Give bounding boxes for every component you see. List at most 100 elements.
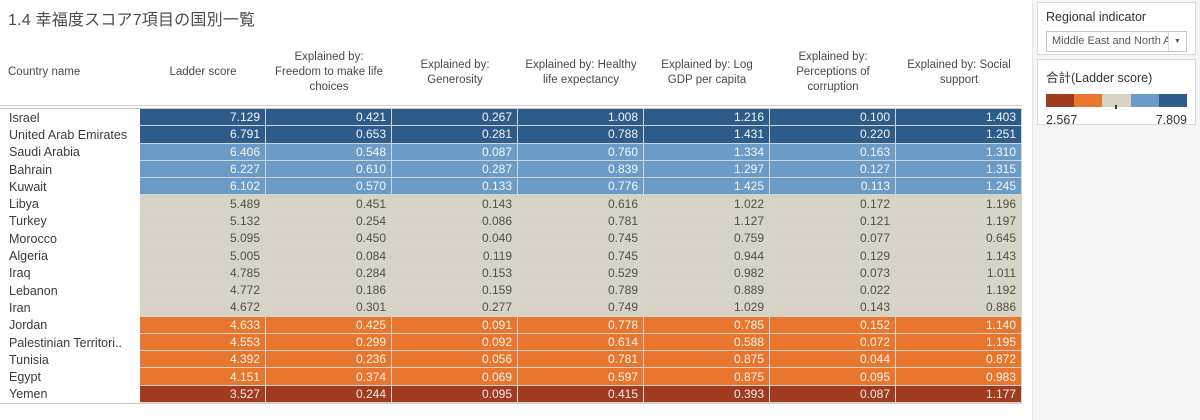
value-cell[interactable]: 0.084 <box>266 247 392 265</box>
value-cell[interactable]: 0.745 <box>518 247 644 265</box>
value-cell[interactable]: 0.875 <box>644 368 770 386</box>
value-cell[interactable]: 0.056 <box>392 351 518 369</box>
value-cell[interactable]: 1.245 <box>896 178 1022 196</box>
country-cell[interactable]: Israel <box>0 109 140 127</box>
value-cell[interactable]: 4.772 <box>140 281 266 300</box>
value-cell[interactable]: 0.220 <box>770 126 896 144</box>
value-cell[interactable]: 0.374 <box>266 368 392 386</box>
column-header[interactable]: Explained by: Freedom to make life choic… <box>274 51 383 93</box>
value-cell[interactable]: 0.614 <box>518 333 644 352</box>
column-header[interactable]: Explained by: Perceptions of corruption <box>796 51 870 93</box>
country-cell[interactable]: United Arab Emirates <box>0 126 140 144</box>
value-cell[interactable]: 1.029 <box>644 299 770 317</box>
value-cell[interactable]: 0.781 <box>518 351 644 369</box>
country-cell[interactable]: Lebanon <box>0 281 140 300</box>
value-cell[interactable]: 7.129 <box>140 109 266 127</box>
country-cell[interactable]: Saudi Arabia <box>0 143 140 161</box>
value-cell[interactable]: 5.095 <box>140 230 266 248</box>
value-cell[interactable]: 0.393 <box>644 385 770 404</box>
value-cell[interactable]: 5.132 <box>140 212 266 231</box>
country-cell[interactable]: Bahrain <box>0 160 140 179</box>
value-cell[interactable]: 1.310 <box>896 143 1022 161</box>
value-cell[interactable]: 0.172 <box>770 195 896 213</box>
value-cell[interactable]: 0.839 <box>518 160 644 179</box>
value-cell[interactable]: 0.570 <box>266 178 392 196</box>
country-cell[interactable]: Tunisia <box>0 351 140 369</box>
value-cell[interactable]: 0.069 <box>392 368 518 386</box>
value-cell[interactable]: 0.129 <box>770 247 896 265</box>
value-cell[interactable]: 0.944 <box>644 247 770 265</box>
country-cell[interactable]: Egypt <box>0 368 140 386</box>
value-cell[interactable]: 0.872 <box>896 351 1022 369</box>
value-cell[interactable]: 0.983 <box>896 368 1022 386</box>
value-cell[interactable]: 6.791 <box>140 126 266 144</box>
value-cell[interactable]: 0.163 <box>770 143 896 161</box>
column-header[interactable]: Explained by: Healthy life expectancy <box>525 58 637 86</box>
value-cell[interactable]: 1.315 <box>896 160 1022 179</box>
value-cell[interactable]: 0.236 <box>266 351 392 369</box>
value-cell[interactable]: 1.177 <box>896 385 1022 404</box>
value-cell[interactable]: 1.011 <box>896 264 1022 282</box>
value-cell[interactable]: 0.301 <box>266 299 392 317</box>
value-cell[interactable]: 0.127 <box>770 160 896 179</box>
value-cell[interactable]: 0.086 <box>392 212 518 231</box>
country-cell[interactable]: Jordan <box>0 316 140 334</box>
column-header[interactable]: Explained by: Log GDP per capita <box>661 58 753 86</box>
value-cell[interactable]: 0.073 <box>770 264 896 282</box>
value-cell[interactable]: 0.886 <box>896 299 1022 317</box>
value-cell[interactable]: 0.548 <box>266 143 392 161</box>
value-cell[interactable]: 0.092 <box>392 333 518 352</box>
value-cell[interactable]: 0.616 <box>518 195 644 213</box>
value-cell[interactable]: 0.095 <box>392 385 518 404</box>
value-cell[interactable]: 0.299 <box>266 333 392 352</box>
value-cell[interactable]: 0.040 <box>392 230 518 248</box>
value-cell[interactable]: 0.529 <box>518 264 644 282</box>
value-cell[interactable]: 4.672 <box>140 299 266 317</box>
value-cell[interactable]: 0.875 <box>644 351 770 369</box>
value-cell[interactable]: 0.267 <box>392 109 518 127</box>
value-cell[interactable]: 0.044 <box>770 351 896 369</box>
value-cell[interactable]: 0.597 <box>518 368 644 386</box>
value-cell[interactable]: 0.776 <box>518 178 644 196</box>
value-cell[interactable]: 0.121 <box>770 212 896 231</box>
value-cell[interactable]: 0.152 <box>770 316 896 334</box>
value-cell[interactable]: 5.005 <box>140 247 266 265</box>
country-cell[interactable]: Libya <box>0 195 140 213</box>
value-cell[interactable]: 1.143 <box>896 247 1022 265</box>
value-cell[interactable]: 0.186 <box>266 281 392 300</box>
value-cell[interactable]: 0.277 <box>392 299 518 317</box>
value-cell[interactable]: 0.254 <box>266 212 392 231</box>
regional-indicator-dropdown[interactable]: Middle East and North A... ▼ <box>1046 31 1187 52</box>
value-cell[interactable]: 1.192 <box>896 281 1022 300</box>
value-cell[interactable]: 0.421 <box>266 109 392 127</box>
value-cell[interactable]: 5.489 <box>140 195 266 213</box>
value-cell[interactable]: 1.297 <box>644 160 770 179</box>
value-cell[interactable]: 0.244 <box>266 385 392 404</box>
value-cell[interactable]: 4.392 <box>140 351 266 369</box>
value-cell[interactable]: 0.095 <box>770 368 896 386</box>
value-cell[interactable]: 0.653 <box>266 126 392 144</box>
value-cell[interactable]: 0.451 <box>266 195 392 213</box>
value-cell[interactable]: 0.415 <box>518 385 644 404</box>
value-cell[interactable]: 0.022 <box>770 281 896 300</box>
column-header[interactable]: Explained by: Generosity <box>420 58 490 86</box>
value-cell[interactable]: 0.143 <box>392 195 518 213</box>
value-cell[interactable]: 0.749 <box>518 299 644 317</box>
value-cell[interactable]: 0.745 <box>518 230 644 248</box>
value-cell[interactable]: 0.982 <box>644 264 770 282</box>
value-cell[interactable]: 4.785 <box>140 264 266 282</box>
value-cell[interactable]: 6.102 <box>140 178 266 196</box>
value-cell[interactable]: 0.087 <box>392 143 518 161</box>
value-cell[interactable]: 1.403 <box>896 109 1022 127</box>
value-cell[interactable]: 0.159 <box>392 281 518 300</box>
country-cell[interactable]: Iraq <box>0 264 140 282</box>
value-cell[interactable]: 0.281 <box>392 126 518 144</box>
country-cell[interactable]: Kuwait <box>0 178 140 196</box>
value-cell[interactable]: 6.227 <box>140 160 266 179</box>
value-cell[interactable]: 4.633 <box>140 316 266 334</box>
value-cell[interactable]: 1.022 <box>644 195 770 213</box>
country-cell[interactable]: Algeria <box>0 247 140 265</box>
value-cell[interactable]: 1.196 <box>896 195 1022 213</box>
value-cell[interactable]: 0.778 <box>518 316 644 334</box>
value-cell[interactable]: 1.197 <box>896 212 1022 231</box>
